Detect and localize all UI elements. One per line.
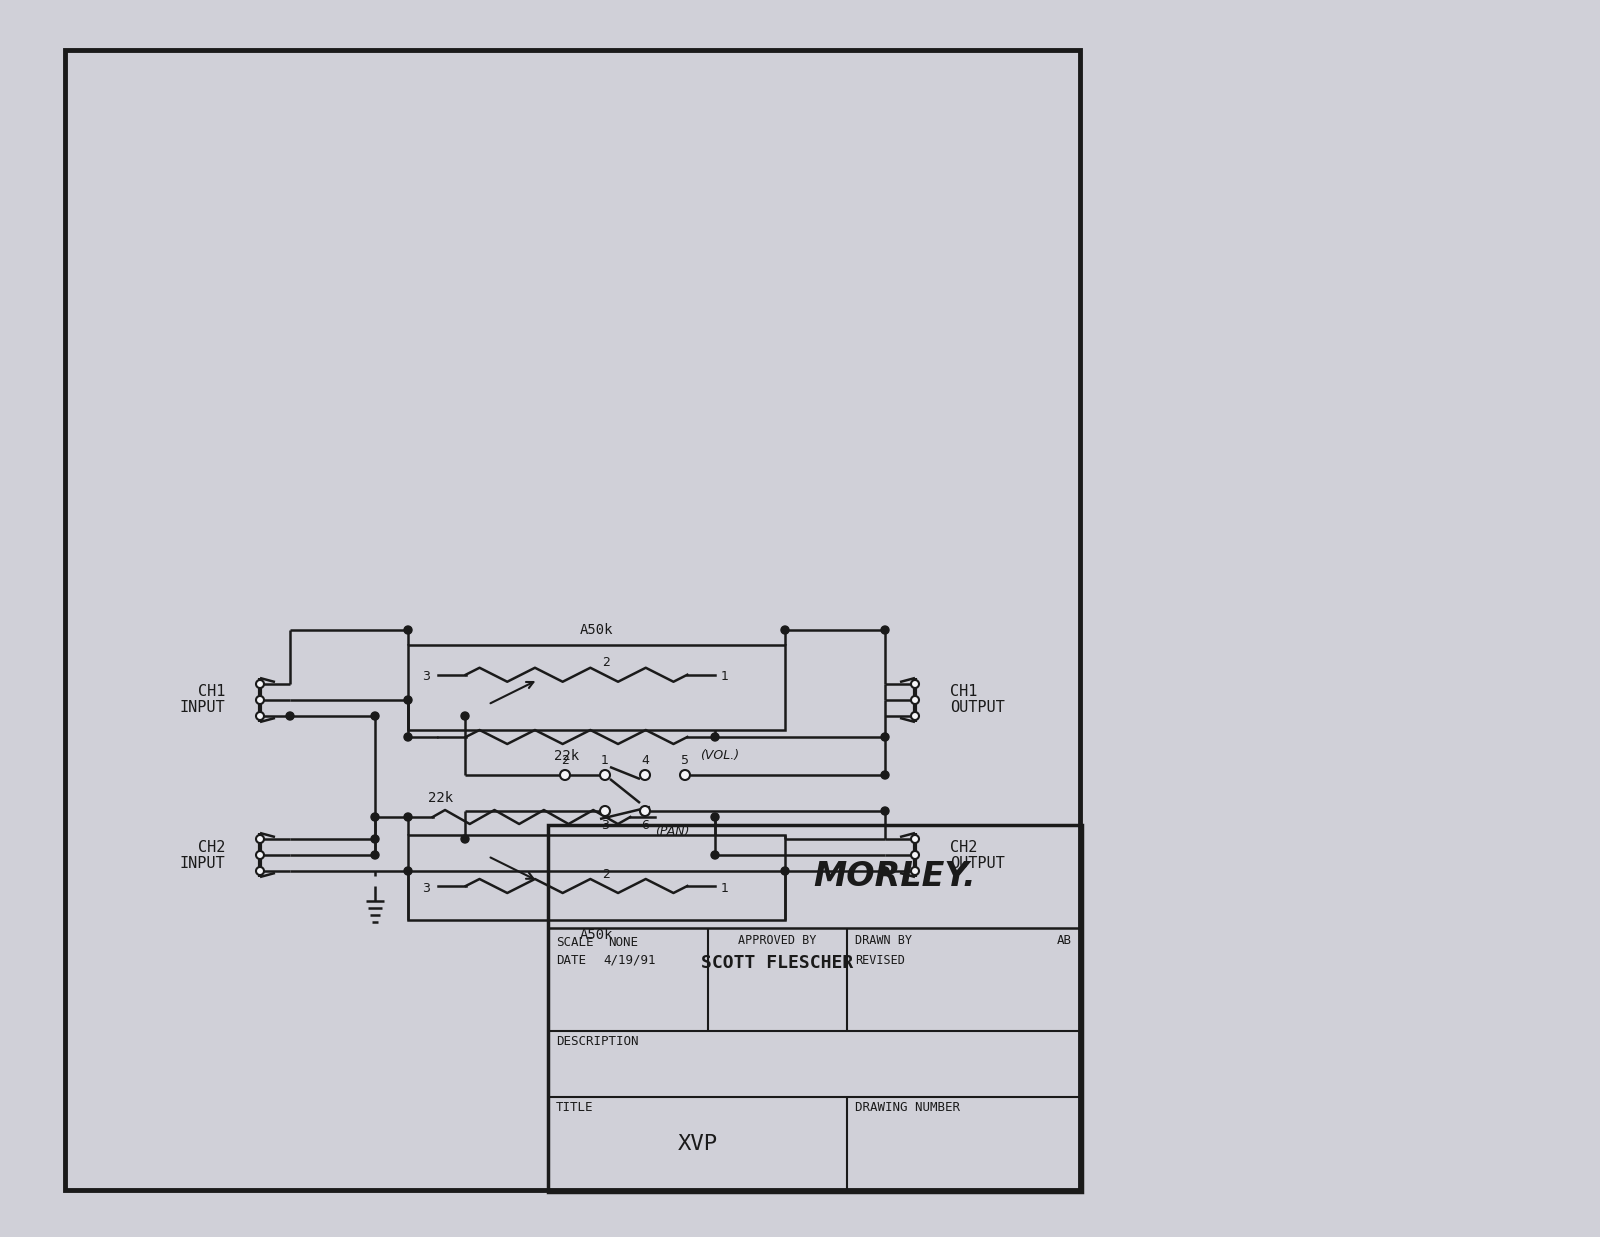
Text: NONE: NONE <box>608 935 638 949</box>
Text: DATE: DATE <box>557 954 586 967</box>
Text: 22k: 22k <box>554 748 579 763</box>
Circle shape <box>403 626 413 635</box>
Text: (VOL.): (VOL.) <box>701 748 739 762</box>
Circle shape <box>882 734 890 741</box>
Text: 4: 4 <box>642 755 650 767</box>
Text: 3: 3 <box>422 670 430 683</box>
Circle shape <box>910 680 918 688</box>
Circle shape <box>461 835 469 842</box>
Circle shape <box>680 769 690 781</box>
Circle shape <box>781 867 789 875</box>
Circle shape <box>910 835 918 842</box>
Circle shape <box>710 734 718 741</box>
Circle shape <box>710 813 718 821</box>
Circle shape <box>256 696 264 704</box>
Circle shape <box>403 813 413 821</box>
Circle shape <box>710 851 718 858</box>
Circle shape <box>286 713 294 720</box>
Text: 2: 2 <box>562 755 570 767</box>
Circle shape <box>882 771 890 779</box>
Text: 2: 2 <box>603 867 611 881</box>
Circle shape <box>371 835 379 842</box>
Circle shape <box>882 807 890 815</box>
Bar <box>408 835 786 920</box>
Circle shape <box>882 626 890 635</box>
Text: A50k: A50k <box>579 623 613 637</box>
Circle shape <box>600 807 610 816</box>
Text: 6: 6 <box>642 819 650 833</box>
Text: (PAN): (PAN) <box>654 825 690 837</box>
Text: CH1: CH1 <box>950 684 978 699</box>
Text: 1: 1 <box>722 882 730 894</box>
Circle shape <box>910 851 918 858</box>
Text: OUTPUT: OUTPUT <box>950 700 1005 715</box>
Circle shape <box>910 696 918 704</box>
Circle shape <box>403 867 413 875</box>
Circle shape <box>403 696 413 704</box>
Text: TITLE: TITLE <box>557 1101 594 1113</box>
Circle shape <box>371 851 379 858</box>
Text: SCALE: SCALE <box>557 935 594 949</box>
Text: MORLEY.: MORLEY. <box>814 860 976 893</box>
Circle shape <box>256 713 264 720</box>
Circle shape <box>256 867 264 875</box>
Text: SCOTT FLESCHER: SCOTT FLESCHER <box>701 954 854 972</box>
Circle shape <box>910 713 918 720</box>
Circle shape <box>371 713 379 720</box>
Circle shape <box>781 626 789 635</box>
Text: 4/19/91: 4/19/91 <box>603 954 656 967</box>
Circle shape <box>256 680 264 688</box>
Text: A50k: A50k <box>579 928 613 943</box>
Circle shape <box>640 769 650 781</box>
Text: 3: 3 <box>422 882 430 894</box>
Bar <box>66 49 1080 1190</box>
Circle shape <box>600 769 610 781</box>
Circle shape <box>371 813 379 821</box>
Text: 2: 2 <box>603 657 611 669</box>
Text: 5: 5 <box>682 755 690 767</box>
Bar <box>408 644 786 730</box>
Text: CH1: CH1 <box>198 684 226 699</box>
Text: DESCRIPTION: DESCRIPTION <box>557 1034 638 1048</box>
Text: DRAWING NUMBER: DRAWING NUMBER <box>854 1101 960 1113</box>
Text: 22k: 22k <box>429 790 453 805</box>
Text: XVP: XVP <box>677 1134 717 1154</box>
Circle shape <box>640 807 650 816</box>
Text: INPUT: INPUT <box>179 856 226 871</box>
Circle shape <box>256 835 264 842</box>
Text: OUTPUT: OUTPUT <box>950 856 1005 871</box>
Text: 1: 1 <box>722 670 730 683</box>
Text: DRAWN BY: DRAWN BY <box>854 934 912 946</box>
Text: AB: AB <box>1058 934 1072 946</box>
Circle shape <box>461 713 469 720</box>
Text: CH2: CH2 <box>198 840 226 855</box>
Text: REVISED: REVISED <box>854 954 906 967</box>
Text: 3: 3 <box>602 819 610 833</box>
Text: INPUT: INPUT <box>179 700 226 715</box>
Text: APPROVED BY: APPROVED BY <box>739 934 818 946</box>
Circle shape <box>560 769 570 781</box>
Text: 1: 1 <box>602 755 610 767</box>
Circle shape <box>403 734 413 741</box>
Text: CH2: CH2 <box>950 840 978 855</box>
Circle shape <box>882 867 890 875</box>
Bar <box>547 825 1082 1192</box>
Circle shape <box>256 851 264 858</box>
Circle shape <box>910 867 918 875</box>
